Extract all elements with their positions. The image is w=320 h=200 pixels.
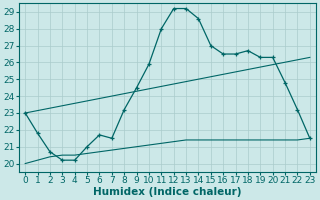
X-axis label: Humidex (Indice chaleur): Humidex (Indice chaleur) <box>93 187 242 197</box>
